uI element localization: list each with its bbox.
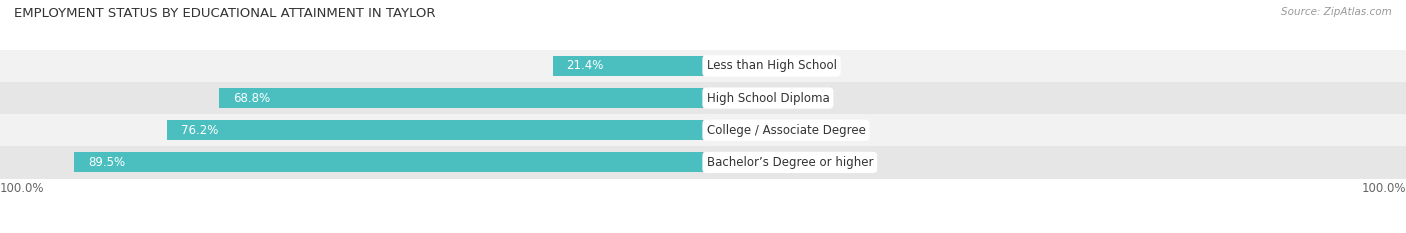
Text: 76.2%: 76.2% <box>181 124 219 137</box>
Text: 21.4%: 21.4% <box>567 59 605 72</box>
Bar <box>703 152 759 172</box>
Text: 100.0%: 100.0% <box>1361 182 1406 195</box>
Bar <box>0 114 1406 146</box>
Bar <box>703 120 759 140</box>
Bar <box>553 56 703 76</box>
Text: 0.0%: 0.0% <box>770 59 800 72</box>
Text: 100.0%: 100.0% <box>0 182 45 195</box>
Text: Bachelor’s Degree or higher: Bachelor’s Degree or higher <box>707 156 873 169</box>
Text: Source: ZipAtlas.com: Source: ZipAtlas.com <box>1281 7 1392 17</box>
Text: 0.0%: 0.0% <box>770 92 800 105</box>
Text: 0.0%: 0.0% <box>770 156 800 169</box>
Text: College / Associate Degree: College / Associate Degree <box>707 124 865 137</box>
Text: 68.8%: 68.8% <box>233 92 270 105</box>
Bar <box>219 88 703 108</box>
Text: EMPLOYMENT STATUS BY EDUCATIONAL ATTAINMENT IN TAYLOR: EMPLOYMENT STATUS BY EDUCATIONAL ATTAINM… <box>14 7 436 20</box>
Text: Less than High School: Less than High School <box>707 59 837 72</box>
Bar <box>703 56 759 76</box>
Bar <box>0 82 1406 114</box>
Bar <box>0 50 1406 82</box>
Bar <box>167 120 703 140</box>
Text: High School Diploma: High School Diploma <box>707 92 830 105</box>
Text: 0.0%: 0.0% <box>770 124 800 137</box>
Bar <box>73 152 703 172</box>
Text: 89.5%: 89.5% <box>87 156 125 169</box>
Bar <box>703 88 759 108</box>
Bar <box>0 146 1406 178</box>
